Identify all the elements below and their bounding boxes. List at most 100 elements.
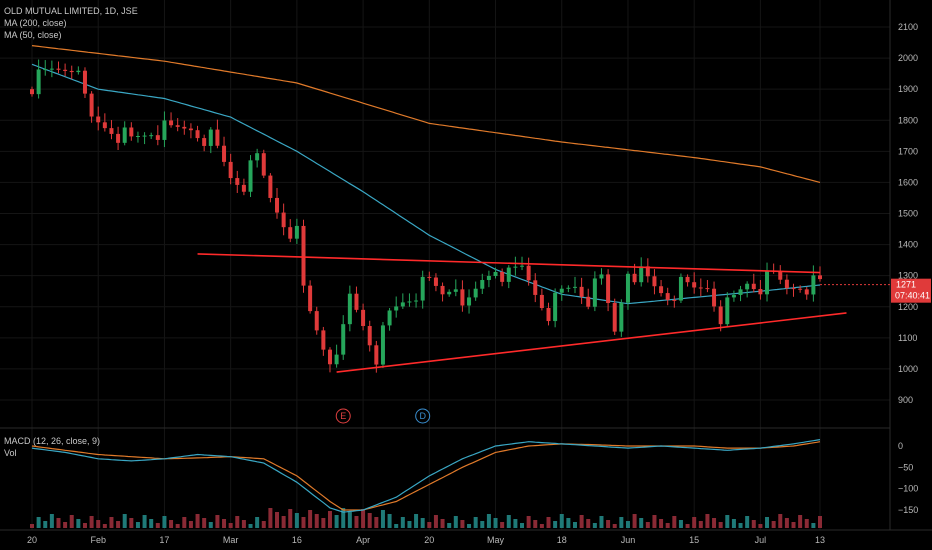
candle-up: [592, 278, 597, 307]
volume-bar: [102, 524, 107, 528]
volume-bar: [513, 519, 518, 528]
candle-down: [129, 127, 134, 137]
candle-down: [672, 299, 677, 301]
price-tick-label: 1300: [898, 271, 918, 281]
candle-down: [202, 138, 207, 146]
candle-down: [692, 282, 697, 288]
volume-bar: [63, 522, 68, 528]
candle-up: [725, 297, 730, 325]
volume-bar: [268, 508, 273, 528]
candle-down: [175, 125, 180, 127]
candle-up: [572, 286, 577, 288]
volume-bar: [222, 519, 227, 528]
volume-bar: [705, 514, 710, 528]
volume-bar: [771, 521, 776, 528]
candle-down: [89, 93, 94, 117]
volume-bar: [738, 523, 743, 528]
price-tick-label: 2100: [898, 22, 918, 32]
volume-bar: [96, 520, 101, 528]
volume-bar: [420, 518, 425, 528]
volume-bar: [500, 522, 505, 528]
volume-bar: [599, 516, 604, 528]
price-tick-label: 1500: [898, 209, 918, 219]
volume-bar: [526, 516, 531, 528]
volume-bar: [467, 524, 472, 528]
macd-line: [31, 439, 821, 513]
candle-down: [526, 265, 531, 281]
volume-bar: [758, 524, 763, 528]
volume-bar: [731, 519, 736, 528]
trendlines[interactable]: [197, 253, 847, 373]
candle-down: [533, 280, 538, 295]
volume-bar: [109, 517, 114, 528]
volume-bar: [208, 522, 213, 528]
volume-bar: [155, 523, 160, 528]
volume-bar: [281, 516, 286, 528]
volume-bar: [195, 514, 200, 528]
volume-bar: [791, 522, 796, 528]
vol-legend[interactable]: Vol: [4, 448, 17, 458]
candle-up: [453, 289, 458, 292]
candle-up: [43, 69, 48, 71]
candle-down: [268, 175, 273, 198]
volume-bar: [56, 518, 61, 528]
volume-bar: [692, 517, 697, 528]
volume-bar: [241, 520, 246, 528]
volume-bar: [215, 515, 220, 528]
volume-bar: [248, 524, 253, 528]
time-tick-label: 13: [815, 535, 825, 545]
volume-bar: [592, 523, 597, 528]
candle-down: [804, 289, 809, 295]
candle-down: [301, 225, 306, 286]
time-tick-label: 17: [159, 535, 169, 545]
macd-signal-line: [31, 441, 821, 511]
volume-bar: [122, 514, 127, 528]
volume-bar: [559, 514, 564, 528]
candle-up: [619, 302, 624, 332]
volume-bar: [579, 515, 584, 528]
candle-down: [308, 285, 313, 312]
volume-bar: [493, 518, 498, 528]
ma50-legend[interactable]: MA (50, close): [4, 30, 62, 40]
candle-up: [811, 275, 816, 295]
candle-down: [182, 126, 187, 129]
candle-up: [447, 291, 452, 295]
volume-bar: [142, 515, 147, 528]
candle-down: [314, 311, 319, 331]
volume-bar: [149, 519, 154, 528]
volume-bar: [82, 523, 87, 528]
candle-up: [738, 289, 743, 295]
last-price-badge: [891, 278, 931, 303]
volume-bar: [645, 522, 650, 528]
volume-bar: [652, 515, 657, 528]
candle-down: [321, 330, 326, 350]
candle-up: [486, 275, 491, 281]
candle-down: [798, 288, 803, 290]
candle-up: [400, 302, 405, 307]
volume-bar: [553, 521, 558, 528]
candle-down: [82, 70, 87, 94]
candle-up: [49, 68, 54, 70]
macd-legend[interactable]: MACD (12, 26, close, 9): [4, 436, 101, 446]
candle-down: [235, 178, 240, 185]
candle-up: [341, 324, 346, 355]
volume-bar: [804, 519, 809, 528]
time-tick-label: 18: [557, 535, 567, 545]
candle-down: [705, 288, 710, 290]
candle-up: [294, 225, 299, 239]
volume-bar: [572, 522, 577, 528]
time-tick-label: 15: [689, 535, 699, 545]
candle-up: [122, 127, 127, 143]
volume-bar: [135, 522, 140, 528]
candle-down: [30, 89, 34, 95]
candle-up: [76, 70, 81, 73]
candle-up: [473, 288, 478, 298]
volume-bar: [818, 516, 822, 528]
volume-bar: [632, 514, 637, 528]
chart-title-legend[interactable]: OLD MUTUAL LIMITED, 1D, JSE: [4, 6, 138, 16]
candle-down: [818, 275, 822, 280]
volume-bar: [619, 517, 624, 528]
ma200-legend[interactable]: MA (200, close): [4, 18, 67, 28]
